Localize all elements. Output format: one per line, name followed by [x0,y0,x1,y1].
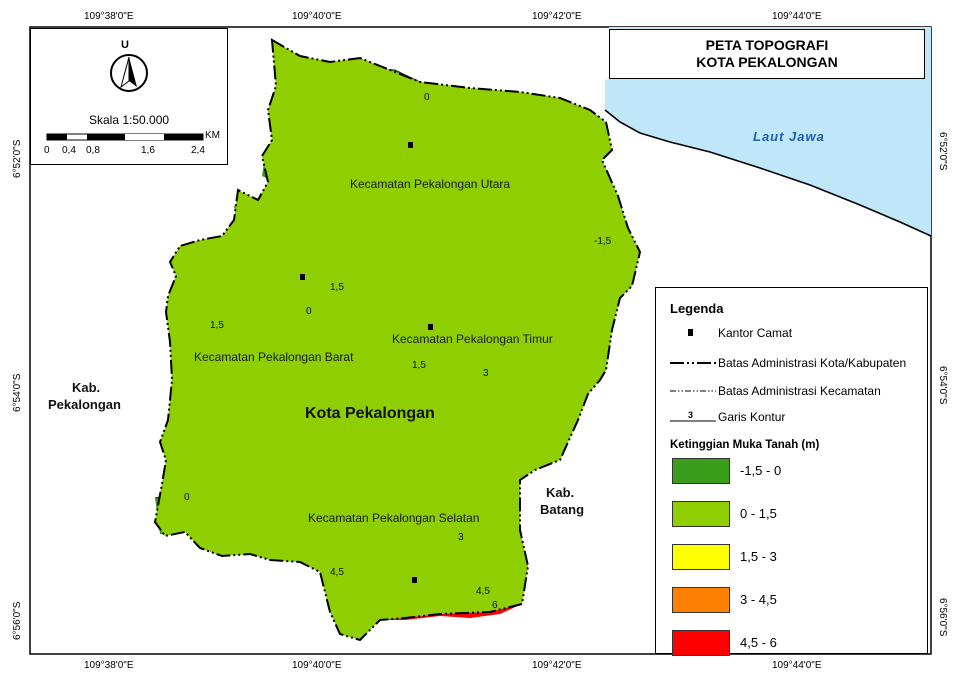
scale-north-box: U Skala 1:50.000 KM 0 0,4 0,8 1,6 2,4 [30,28,228,165]
legend-class-label: 0 - 1,5 [740,506,777,521]
kab-pekalongan-line1: Kab. [72,380,100,395]
legend-swatch [672,458,730,484]
kec-timur-label: Kecamatan Pekalongan Timur [392,332,553,346]
scale-tick-4: 2,4 [191,145,205,156]
coord-bottom-3: 109°42'0"E [532,660,582,671]
legend-swatch [672,544,730,570]
north-label: U [121,39,129,51]
coord-bottom-2: 109°40'0"E [292,660,342,671]
map-title: PETA TOPOGRAFI KOTA PEKALONGAN [609,29,925,79]
kab-batang-line1: Kab. [546,485,574,500]
kec-selatan-label: Kecamatan Pekalongan Selatan [308,511,479,525]
legend-swatch [672,501,730,527]
contour-label: 0 [184,492,190,503]
legend-item-label: Batas Administrasi Kota/Kabupaten [718,356,907,370]
legend: Legenda Kantor Camat Batas Administrasi … [655,287,928,656]
kec-barat-label: Kecamatan Pekalongan Barat [194,350,354,364]
contour-label: 1,5 [210,320,224,331]
legend-item-label: Garis Kontur [718,410,786,424]
contour-label: 1,5 [412,360,426,371]
legend-item-kec-boundary: Batas Administrasi Kecamatan [668,384,881,398]
coord-top-4: 109°44'0"E [772,11,822,22]
legend-swatch [672,630,730,656]
kantor-camat-timur-icon [428,324,433,330]
scale-text: Skala 1:50.000 [89,113,170,127]
scale-tick-3: 1,6 [141,145,155,156]
coord-left-3: 6°56'0"S [12,601,23,640]
coord-right-1: 6°52'0"S [937,132,948,171]
legend-item-contour: 3 Garis Kontur [668,410,785,424]
kec-utara-label: Kecamatan Pekalongan Utara [350,177,510,191]
contour-label: 0 [424,92,430,103]
coord-right-2: 6°54'0"S [937,366,948,405]
coord-bottom-1: 109°38'0"E [84,660,134,671]
kantor-camat-barat-icon [300,274,305,280]
scale-unit: KM [205,130,220,141]
scale-tick-2: 0,8 [86,145,100,156]
sea-area [605,27,931,236]
contour-label: 3 [483,368,489,379]
legend-subtitle: Ketinggian Muka Tanah (m) [670,439,820,451]
coastline [604,109,932,237]
coord-left-2: 6°54'0"S [12,373,23,412]
legend-item-label: Batas Administrasi Kecamatan [718,384,881,398]
kantor-camat-markers [300,142,433,583]
contour-label: 4,5 [330,567,344,578]
coord-right-3: 6°56'0"S [937,598,948,637]
legend-item-city-boundary: Batas Administrasi Kota/Kabupaten [668,356,906,370]
kantor-camat-selatan-icon [412,577,417,583]
contour-label: 6 [492,600,498,611]
legend-item-label: Kantor Camat [718,326,793,340]
legend-class-label: 3 - 4,5 [740,592,777,607]
map-title-line1: PETA TOPOGRAFI [705,37,829,53]
legend-class-label: 4,5 - 6 [740,635,777,650]
city-label: Kota Pekalongan [305,405,435,422]
contour-label: 4,5 [476,586,490,597]
legend-swatch [672,587,730,613]
coord-top-3: 109°42'0"E [532,11,582,22]
coord-top-2: 109°40'0"E [292,11,342,22]
map-title-line2: KOTA PEKALONGAN [696,54,838,70]
kantor-camat-utara-icon [408,142,413,148]
scale-bar [46,133,204,141]
scale-tick-0: 0 [44,145,50,156]
contour-label: 3 [458,532,464,543]
contour-label: -1,5 [594,236,612,247]
kab-batang-line2: Batang [540,502,584,517]
contour-label: 0 [306,306,312,317]
coord-bottom-4: 109°44'0"E [772,660,822,671]
sea-label: Laut Jawa [753,129,825,144]
contour-symbol-value: 3 [688,410,693,420]
kab-pekalongan-line2: Pekalongan [48,397,121,412]
legend-item-kantor-camat: Kantor Camat [668,326,792,340]
north-arrow-icon [110,54,148,92]
legend-class-label: 1,5 - 3 [740,549,777,564]
legend-class-label: -1,5 - 0 [740,463,782,478]
legend-title: Legenda [670,301,724,316]
kantor-camat-icon [688,329,693,336]
scale-tick-1: 0,4 [62,145,76,156]
coord-left-1: 6°52'0"S [12,139,23,178]
contour-label: 1,5 [330,282,344,293]
coord-top-1: 109°38'0"E [84,11,134,22]
